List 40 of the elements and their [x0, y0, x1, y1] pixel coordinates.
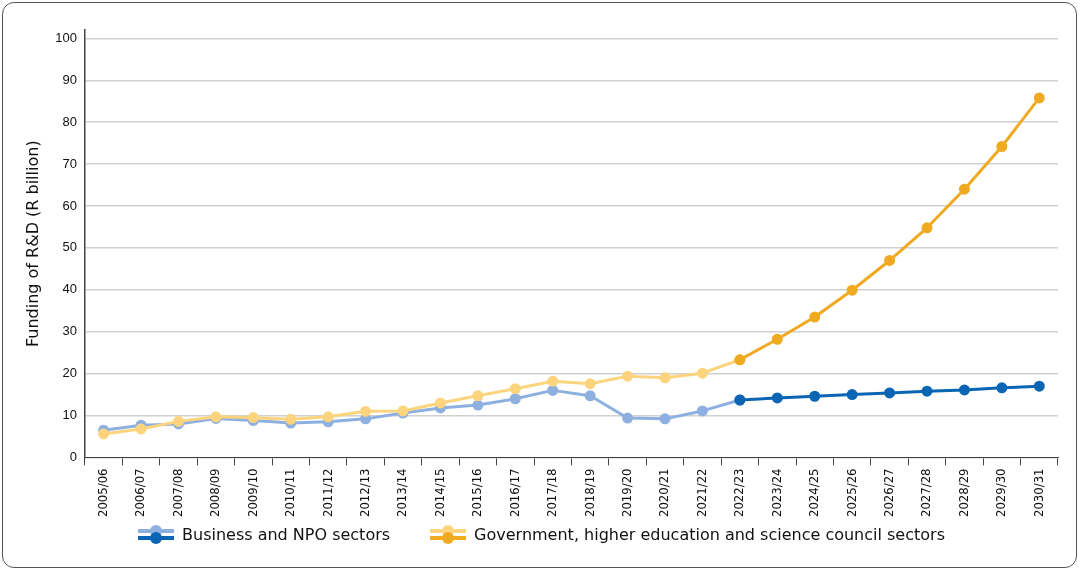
x-tick-label: 2019/20	[618, 468, 634, 518]
x-tick-label: 2022/23	[731, 468, 747, 518]
legend-label: Business and NPO sectors	[182, 525, 391, 544]
y-tick-label: 100	[55, 29, 77, 45]
x-tick-label: 2017/18	[544, 468, 560, 518]
x-tick-label: 2013/14	[394, 468, 410, 518]
x-tick-label: 2011/12	[319, 468, 335, 518]
y-tick-label: 90	[62, 71, 77, 87]
y-tick-label: 70	[62, 155, 77, 171]
x-tick-label: 2005/06	[94, 468, 110, 518]
y-tick-label: 60	[62, 197, 77, 213]
y-tick-label: 0	[69, 449, 77, 464]
x-tick-label: 2026/27	[880, 468, 896, 518]
y-tick-label: 50	[62, 239, 77, 255]
x-tick-label: 2030/31	[1030, 468, 1046, 518]
x-tick-label: 2012/13	[356, 468, 372, 518]
x-tick-label: 2007/08	[169, 468, 185, 518]
y-tick-label: 40	[62, 281, 77, 297]
x-tick-label: 2006/07	[132, 468, 148, 518]
x-tick-label: 2024/25	[806, 468, 822, 518]
x-tick-label: 2015/16	[469, 468, 485, 518]
x-tick-label: 2010/11	[282, 468, 298, 518]
x-tick-label: 2018/19	[581, 468, 597, 518]
legend-label: Government, higher education and science council sectors	[474, 525, 945, 544]
x-tick-label: 2023/24	[768, 468, 784, 518]
x-tick-label: 2016/17	[506, 468, 522, 518]
x-tick-label: 2009/10	[244, 468, 260, 518]
x-tick-label: 2021/22	[693, 468, 709, 518]
x-tick-label: 2008/09	[207, 468, 223, 518]
x-tick-label: 2025/26	[843, 468, 859, 518]
y-tick-label: 10	[62, 407, 77, 423]
y-tick-label: 80	[62, 113, 77, 129]
y-tick-label: 30	[62, 323, 77, 339]
x-tick-label: 2029/30	[993, 468, 1009, 518]
y-axis-title: Funding of R&D (R billion)	[22, 140, 42, 348]
y-tick-label: 20	[62, 365, 77, 381]
x-tick-label: 2027/28	[918, 468, 934, 518]
x-tick-label: 2028/29	[955, 468, 971, 518]
x-tick-label: 2014/15	[431, 468, 447, 518]
x-tick-label: 2020/21	[656, 468, 672, 518]
